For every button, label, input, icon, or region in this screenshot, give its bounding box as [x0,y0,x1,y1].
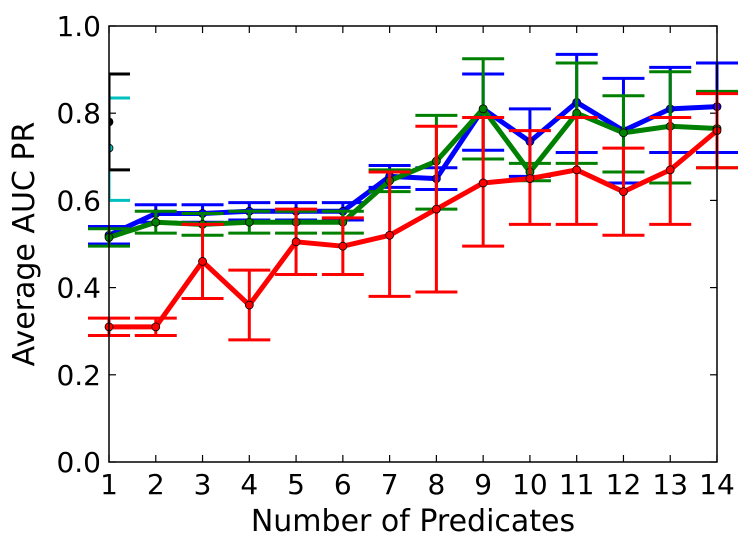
data-point [338,241,348,251]
y-tick-label: 0.0 [56,446,101,479]
data-point [478,178,488,188]
data-point [151,217,161,227]
x-tick-label: 3 [194,468,212,501]
series-layer [88,52,738,342]
offscale-markers [109,72,130,202]
x-tick-label: 1 [100,468,118,501]
x-tick-label: 9 [474,468,492,501]
y-tick-label: 0.6 [56,184,101,217]
x-tick-label: 13 [652,468,688,501]
data-point [665,165,675,175]
x-tick-label: 10 [512,468,548,501]
x-tick-label: 2 [147,468,165,501]
data-point [291,237,301,247]
y-tick-label: 1.0 [56,10,101,43]
data-point [244,217,254,227]
data-point [572,165,582,175]
x-tick-label: 6 [334,468,352,501]
x-tick-label: 8 [427,468,445,501]
x-tick-label: 7 [381,468,399,501]
x-axis-title: Number of Predicates [251,504,575,539]
data-point [151,322,161,332]
offscale-marker [109,72,130,172]
offscale-point [109,117,114,127]
data-point [572,108,582,118]
x-tick-label: 11 [559,468,595,501]
y-tick-label: 0.4 [56,272,101,305]
series-1 [88,57,738,248]
y-axis-title: Average AUC PR [7,122,42,367]
x-tick-label: 4 [240,468,258,501]
data-point [244,300,254,310]
data-point [525,174,535,184]
plot-frame [108,25,718,463]
x-tick-label: 12 [606,468,642,501]
data-point [385,230,395,240]
y-tick-label: 0.2 [56,359,101,392]
data-point [619,187,628,197]
tick-labels: 1 2 3 4 5 6 7 8 9 10 11 12 13 140.00.20.40.60.81.0 [56,10,734,501]
data-point [198,257,207,266]
axis-ticks [108,25,718,463]
data-point [478,104,488,114]
data-point [619,128,628,138]
series-2 [88,92,738,342]
y-tick-label: 0.8 [56,97,101,130]
series-line [106,128,720,330]
x-tick-label: 14 [699,468,735,501]
data-point [431,204,441,214]
x-tick-label: 5 [287,468,305,501]
